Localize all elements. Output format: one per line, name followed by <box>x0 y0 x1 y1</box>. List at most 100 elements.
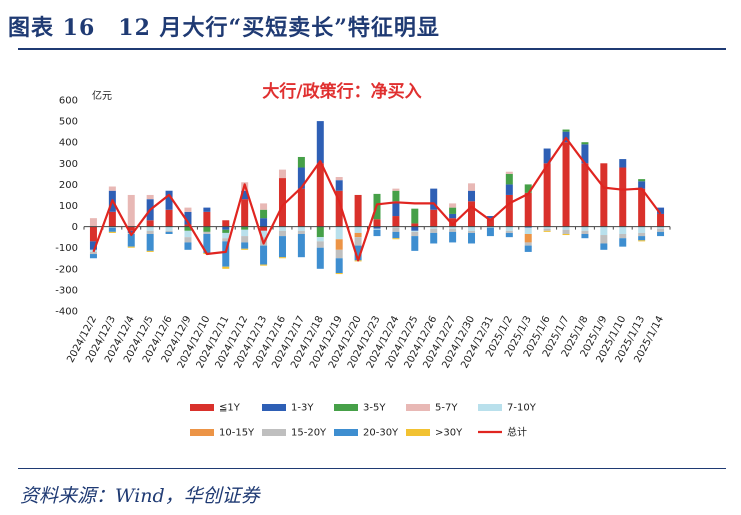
bar-segment <box>203 207 211 212</box>
bar-segment <box>316 163 324 227</box>
bar-segment <box>297 230 305 234</box>
bar-segment <box>505 226 513 231</box>
bar-segment <box>146 226 154 231</box>
stacked-bar-chart: 大行/政策行：净买入 亿元 -400 -300 -200 -100 0 100 200 300… <box>55 81 671 439</box>
bar-segment <box>278 236 286 258</box>
bar-segment <box>505 232 513 238</box>
bar-segment <box>468 226 476 231</box>
bar-segment <box>524 226 532 228</box>
bar-segment <box>146 220 154 227</box>
bar-segment <box>657 231 665 237</box>
legend-swatch <box>334 404 358 411</box>
bar-segment <box>411 223 419 227</box>
bar-segment <box>600 243 608 250</box>
bar-segment <box>392 226 400 228</box>
y-tick-label: 400 <box>59 138 78 149</box>
bar-segment <box>335 190 343 227</box>
bar-segment <box>373 228 381 230</box>
legend-label: 5-7Y <box>435 403 458 414</box>
bar-segment <box>449 203 457 208</box>
y-axis: -400 -300 -200 -100 0 100 200 300 400 500 600 <box>55 96 78 318</box>
bar-segment <box>260 203 268 210</box>
bar-segment <box>222 220 230 227</box>
bar-segment <box>184 224 192 227</box>
bar-segment <box>203 233 211 253</box>
bar-segment <box>165 190 173 210</box>
bar-segment <box>241 226 249 230</box>
legend-swatch <box>406 404 430 411</box>
bar-segment <box>127 246 135 248</box>
bar-segment <box>260 218 268 227</box>
bar-segment <box>619 233 627 239</box>
bar-segment <box>108 226 116 228</box>
bar-segment <box>619 226 627 234</box>
bar-segment <box>562 233 570 236</box>
bar-segment <box>335 249 343 259</box>
bar-segment <box>354 226 362 233</box>
bar-segment <box>241 229 249 237</box>
bar-segment <box>108 186 116 191</box>
bar-segment <box>468 232 476 244</box>
x-axis-labels: 2024/12/22024/12/32024/12/42024/12/52024… <box>65 314 666 370</box>
bar-segment <box>581 142 589 145</box>
bar-segment <box>638 232 646 237</box>
bar-segment <box>638 236 646 241</box>
bar-segment <box>581 230 589 234</box>
bar-segment <box>241 236 249 243</box>
bar-segment <box>562 229 570 234</box>
bar-segment <box>638 240 646 242</box>
bar-segment <box>638 179 646 182</box>
bar-segment <box>184 207 192 212</box>
legend-label: 7-10Y <box>507 403 537 414</box>
legend-swatch <box>262 429 286 436</box>
bar-segment <box>354 194 362 227</box>
bar-segment <box>392 190 400 202</box>
bar-segment <box>260 230 268 238</box>
legend-swatch <box>406 429 430 436</box>
bar-segment <box>430 232 438 244</box>
bar-segment <box>373 219 381 227</box>
bar-segment <box>316 247 324 269</box>
bar-segment <box>524 233 532 243</box>
bar-segment <box>241 248 249 250</box>
bar-segment <box>449 226 457 229</box>
bar-segment <box>146 250 154 252</box>
bar-segment <box>392 201 400 217</box>
bar-segment <box>449 228 457 232</box>
bar-segment <box>165 230 173 232</box>
title-divider <box>18 48 726 50</box>
bar-segment <box>657 213 665 227</box>
bar-segment <box>562 129 570 132</box>
bar-segment <box>222 229 230 233</box>
bar-segment <box>505 171 513 174</box>
bar-segment <box>260 245 268 265</box>
bar-segment <box>392 188 400 191</box>
bar-segment <box>89 218 97 227</box>
bar-segment <box>354 245 362 261</box>
bar-segment <box>222 241 230 267</box>
bar-segment <box>657 226 665 229</box>
bar-segment <box>562 226 570 230</box>
bar-segment <box>581 144 589 164</box>
bar-segment <box>127 226 135 231</box>
bar-segment <box>89 251 97 255</box>
bar-segment <box>146 194 154 200</box>
bar-segment <box>89 254 97 259</box>
bar-segment <box>335 273 343 275</box>
y-axis-unit-label: 亿元 <box>92 89 112 102</box>
bar-segment <box>108 211 116 227</box>
bar-segment <box>354 237 362 246</box>
bar-segment <box>411 208 419 224</box>
bar-segment <box>373 229 381 237</box>
bar-segment <box>316 237 324 242</box>
bar-segment <box>278 226 286 231</box>
bar-segment <box>468 183 476 191</box>
bar-segment <box>411 231 419 237</box>
bar-segment <box>468 230 476 233</box>
bar-segment <box>260 226 268 231</box>
bar-segment <box>411 230 419 232</box>
bar-segment <box>241 242 249 249</box>
bar-segment <box>524 245 532 252</box>
bar-segment <box>278 169 286 179</box>
y-tick-label: 500 <box>59 117 78 128</box>
